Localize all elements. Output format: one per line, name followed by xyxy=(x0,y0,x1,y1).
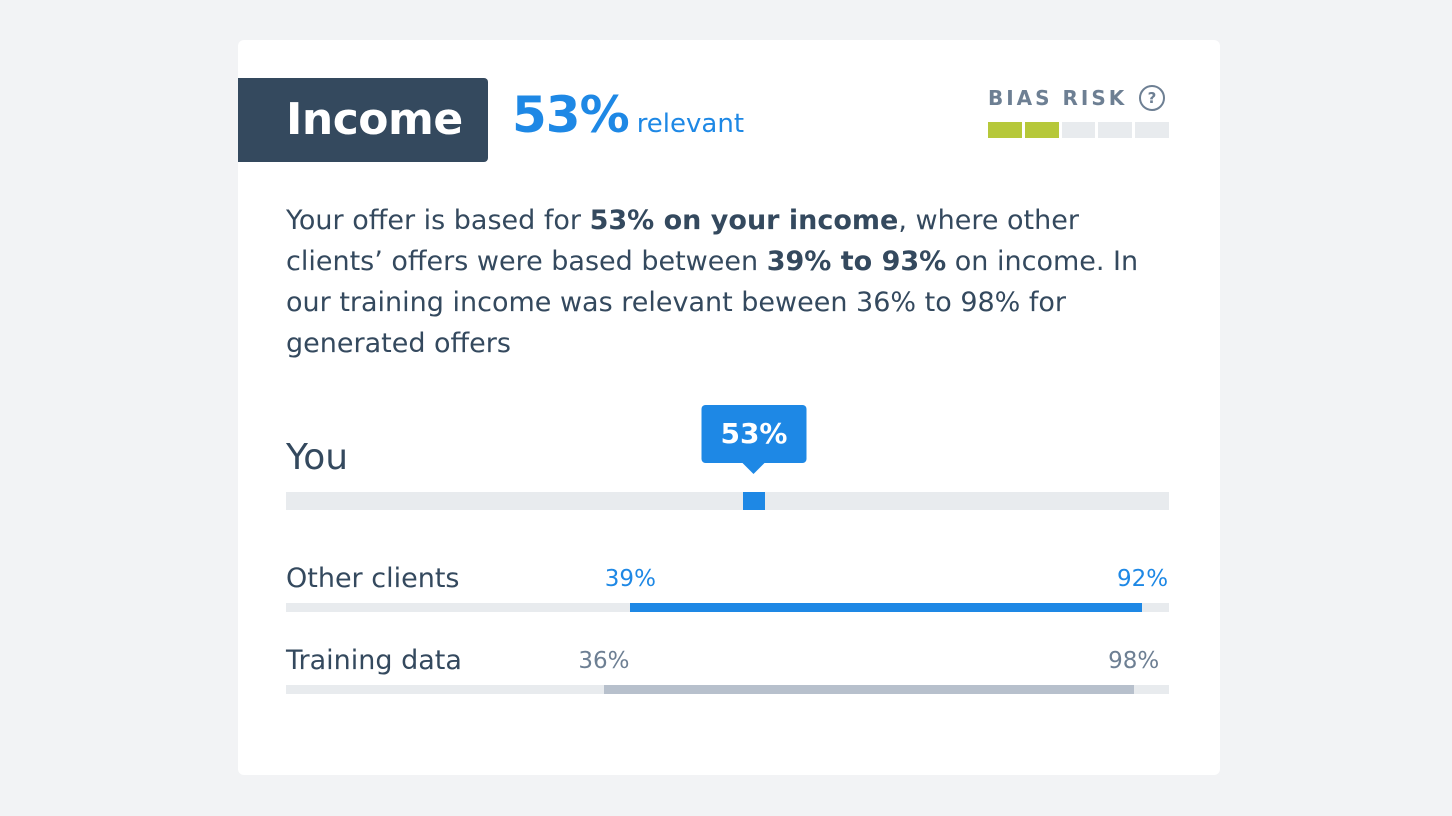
bias-risk-segment xyxy=(1024,122,1059,138)
training-data-end-value: 98% xyxy=(1108,648,1160,674)
bias-risk-meter xyxy=(988,122,1169,138)
training-data-track xyxy=(286,685,1169,694)
other-clients-start-value: 39% xyxy=(604,566,656,592)
training-data-range-bar xyxy=(603,685,1134,694)
description-emphasis: 53% on your income xyxy=(589,205,899,236)
other-clients-end-value: 92% xyxy=(1116,566,1169,592)
relevance-percent: 53% xyxy=(512,86,630,144)
relevance-summary: 53% relevant xyxy=(512,86,744,144)
you-label: You xyxy=(286,437,349,478)
training-data-label: Training data xyxy=(286,645,462,676)
feature-title: Income xyxy=(238,78,488,162)
you-marker[interactable] xyxy=(742,492,765,510)
description-text: , where other clients’ offers were based… xyxy=(286,205,1079,277)
income-card: Income 53% relevant BIAS RISK ? Your offe… xyxy=(238,40,1220,775)
other-clients-label: Other clients xyxy=(286,563,460,594)
other-clients-track xyxy=(286,603,1169,612)
you-track xyxy=(286,492,1169,510)
bias-risk-segment xyxy=(1135,122,1169,138)
description-text: Your offer is based for xyxy=(286,205,590,236)
help-icon[interactable]: ? xyxy=(1139,85,1165,111)
bias-risk-segment xyxy=(988,122,1022,138)
you-value-tooltip: 53% xyxy=(701,405,807,474)
bias-risk-segment xyxy=(1061,122,1096,138)
description-text: on income. In our training income was re… xyxy=(286,246,1139,359)
other-clients-range-bar xyxy=(630,603,1143,612)
income-description: Your offer is based for 53% on your inco… xyxy=(286,200,1166,364)
bias-risk-label: BIAS RISK xyxy=(988,86,1128,110)
relevance-label: relevant xyxy=(636,109,745,139)
description-emphasis: 39% to 93% xyxy=(766,246,947,277)
training-data-start-value: 36% xyxy=(578,648,630,674)
bias-risk-segment xyxy=(1098,122,1133,138)
